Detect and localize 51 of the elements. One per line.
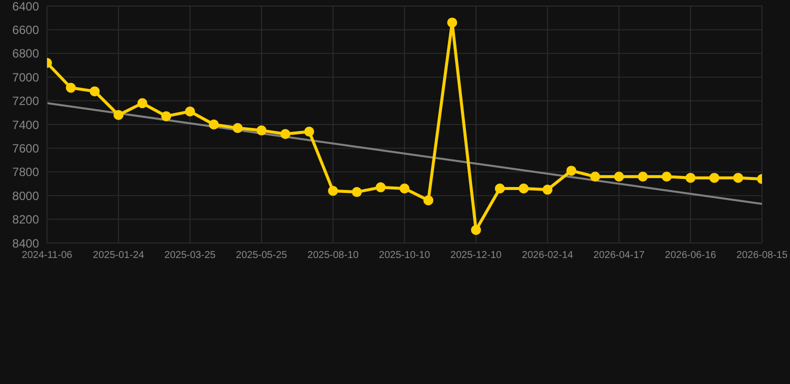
y-tick-label: 8400 [12,236,40,250]
point [376,182,386,192]
x-tick-label: 2024-11-06 [22,250,73,262]
point [208,120,219,130]
y-tick-label: 8200 [12,212,40,227]
y-tick-label: 6800 [12,46,40,61]
point [304,126,314,137]
point [542,184,552,195]
point [590,172,600,182]
x-tick-label: 2025-05-25 [236,250,288,262]
point [400,183,410,194]
point [494,183,505,194]
y-tick-label: 7000 [12,70,40,84]
point [185,106,195,116]
point [566,166,576,176]
y-tick-label: 7600 [12,141,40,156]
point [638,172,648,182]
point [328,186,338,196]
x-tick-label: 2025-10-10 [378,250,431,262]
y-tick-label: 8000 [12,188,40,203]
x-tick-label: 2026-08-15 [736,250,788,262]
point [518,183,529,194]
point [161,111,172,122]
point [662,172,672,182]
point [733,172,744,183]
point [66,82,76,93]
point [90,86,100,96]
point [614,172,624,182]
y-tick-label: 6400 [12,0,40,14]
x-tick-label: 2026-02-14 [522,250,574,262]
point [686,172,696,183]
point [114,110,124,120]
point [352,187,362,198]
point [232,123,243,134]
y-tick-label: 6600 [12,22,40,37]
point [709,172,720,183]
point [256,125,266,136]
x-tick-label: 2025-03-25 [164,250,216,262]
point [471,224,481,235]
point [137,98,148,108]
point [423,195,434,206]
x-tick-label: 2025-08-10 [307,250,360,262]
x-tick-label: 2025-12-10 [450,250,502,262]
y-tick-label: 7800 [12,165,40,180]
y-tick-label: 7200 [12,94,40,108]
point [280,128,290,139]
x-tick-label: 2025-01-24 [92,250,145,262]
x-tick-label: 2026-06-16 [664,250,717,262]
y-tick-label: 7400 [12,118,40,132]
x-tick-label: 2026-04-17 [593,250,646,262]
point [447,18,458,28]
